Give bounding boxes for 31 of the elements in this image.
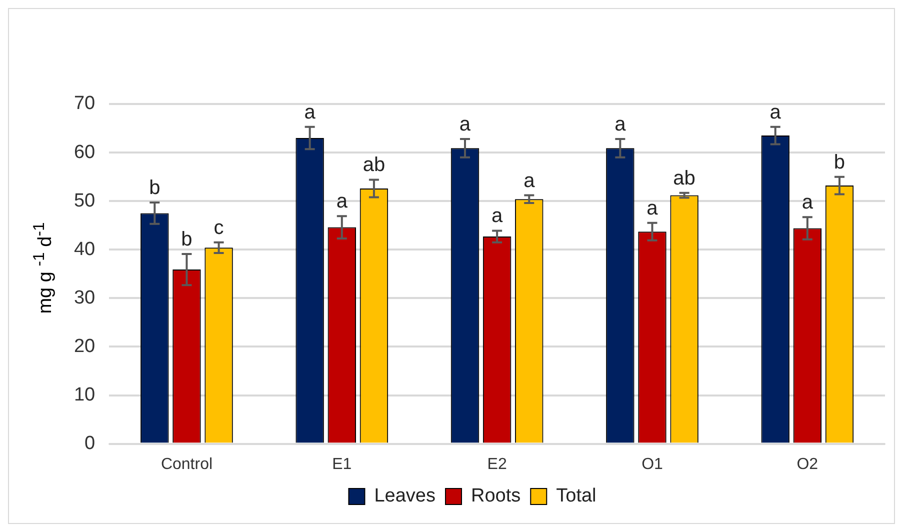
data-label: a (524, 170, 536, 192)
x-tick-label: O2 (796, 456, 818, 473)
data-label: ab (362, 154, 386, 176)
data-label: a (492, 205, 504, 228)
data-label: b (834, 151, 846, 174)
x-tick-label: E2 (487, 456, 507, 473)
data-label: a (304, 101, 316, 124)
y-tick-label: 30 (74, 287, 96, 308)
data-label: a (336, 190, 348, 213)
x-tick-label: Control (160, 456, 213, 473)
data-label: a (646, 197, 659, 220)
data-label: a (614, 113, 627, 136)
y-tick-label: 70 (74, 93, 96, 114)
data-label: a (770, 101, 782, 124)
legend-label: Total (556, 486, 596, 507)
x-tick-label: E1 (332, 456, 352, 473)
data-label: b (149, 177, 160, 200)
y-tick-label: 40 (74, 238, 96, 260)
y-tick-label: 10 (74, 384, 96, 406)
data-label: c (214, 216, 224, 239)
data-label: b (181, 228, 192, 251)
data-label: a (459, 113, 472, 136)
legend-label: Roots (471, 486, 521, 507)
y-tick-label: 60 (74, 142, 96, 163)
data-label: a (802, 192, 814, 214)
y-tick-label: 50 (74, 190, 96, 212)
legend-label: Leaves (374, 486, 436, 507)
y-tick-label: 20 (74, 336, 96, 357)
y-tick-label: 0 (84, 433, 96, 454)
data-label: ab (673, 167, 696, 190)
x-tick-label: O1 (642, 456, 664, 473)
